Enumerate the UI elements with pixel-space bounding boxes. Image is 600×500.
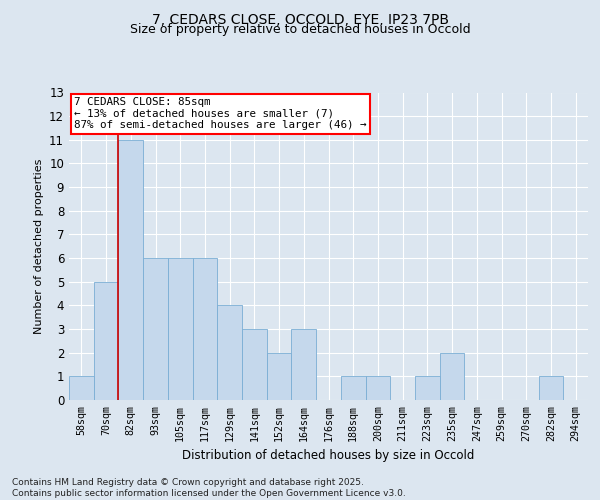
Bar — [69, 376, 94, 400]
Bar — [267, 352, 292, 400]
Bar — [365, 376, 390, 400]
Bar — [292, 329, 316, 400]
Y-axis label: Number of detached properties: Number of detached properties — [34, 158, 44, 334]
Bar — [415, 376, 440, 400]
Bar — [143, 258, 168, 400]
Bar — [217, 306, 242, 400]
Bar — [242, 329, 267, 400]
Bar — [94, 282, 118, 400]
Bar — [539, 376, 563, 400]
Text: 7 CEDARS CLOSE: 85sqm
← 13% of detached houses are smaller (7)
87% of semi-detac: 7 CEDARS CLOSE: 85sqm ← 13% of detached … — [74, 97, 367, 130]
Bar — [118, 140, 143, 400]
Text: 7, CEDARS CLOSE, OCCOLD, EYE, IP23 7PB: 7, CEDARS CLOSE, OCCOLD, EYE, IP23 7PB — [151, 12, 449, 26]
Bar — [440, 352, 464, 400]
Bar — [193, 258, 217, 400]
X-axis label: Distribution of detached houses by size in Occold: Distribution of detached houses by size … — [182, 449, 475, 462]
Text: Size of property relative to detached houses in Occold: Size of property relative to detached ho… — [130, 22, 470, 36]
Text: Contains HM Land Registry data © Crown copyright and database right 2025.
Contai: Contains HM Land Registry data © Crown c… — [12, 478, 406, 498]
Bar — [168, 258, 193, 400]
Bar — [341, 376, 365, 400]
